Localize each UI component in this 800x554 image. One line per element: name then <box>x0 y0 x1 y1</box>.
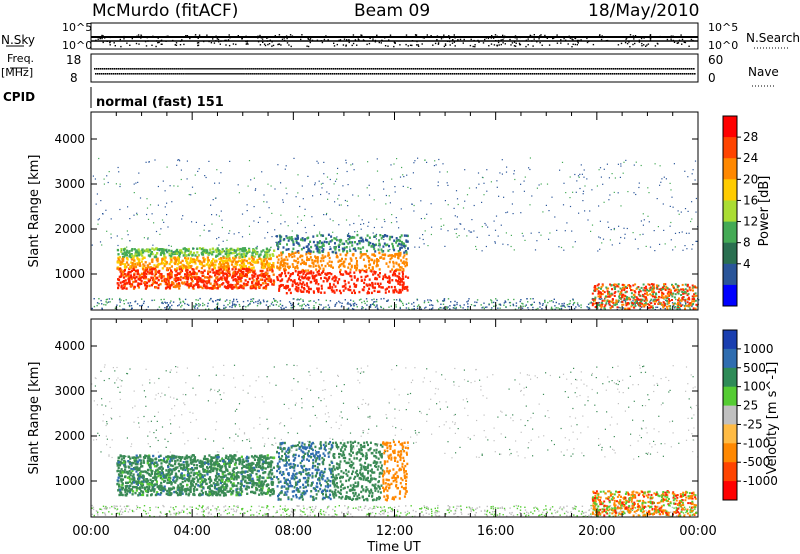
nave-tick-low: 0 <box>708 71 716 85</box>
colorbar-swatch <box>723 386 737 407</box>
nsky-label: N.Sky <box>1 33 35 47</box>
freq-label: Freq. <box>7 52 34 65</box>
colorbar-swatch <box>723 330 737 350</box>
colorbar-tick-label: 8 <box>743 236 751 250</box>
velocity-colorbar: 1000 500 100 25 -25 -100 -500 -1000 <box>722 329 778 501</box>
colorbar-tick-label: 16 <box>743 193 758 207</box>
nave-label: Nave <box>748 65 779 79</box>
date-title: 18/May/2010 <box>588 1 700 21</box>
colorbar-swatch <box>723 443 737 463</box>
velocity-ylabel: Slant Range [km] <box>27 362 42 475</box>
noise-tick-low-right: 10^0 <box>708 39 738 52</box>
ytick-label: 1000 <box>54 474 85 488</box>
colorbar-tick-label: 500 <box>743 361 766 375</box>
power-ylabel: Slant Range [km] <box>27 155 42 268</box>
station-title: McMurdo (fitACF) <box>92 1 239 21</box>
ytick-label: 1000 <box>54 267 85 281</box>
beam-title: Beam 09 <box>354 1 431 21</box>
ytick-label: 4000 <box>54 132 85 146</box>
nsearch-label: N.Search <box>746 31 800 45</box>
colorbar-tick-label: 25 <box>743 399 758 413</box>
colorbar-swatch <box>723 221 737 244</box>
freq-tick-high: 18 <box>66 53 81 67</box>
colorbar-tick-label: -100 <box>743 436 770 450</box>
colorbar-swatch <box>723 242 737 265</box>
colorbar-swatch <box>723 481 737 501</box>
colorbar-swatch <box>723 158 737 180</box>
colorbar-tick-label: 4 <box>743 257 751 271</box>
nave-tick-high: 60 <box>708 53 723 67</box>
power-panel: 1000 2000 3000 4000 Slant Range [km] 28 24 20… <box>27 111 772 311</box>
ytick-label: 2000 <box>54 222 85 236</box>
colorbar-swatch <box>723 405 737 425</box>
noise-panel: N.Sky 10^5 10^0 10^5 10^0 N.Search <box>1 21 800 52</box>
colorbar-tick-label: -500 <box>743 455 770 469</box>
freq-panel: Freq. [MHz] 18 8 60 0 Nave CPID normal (… <box>1 52 779 110</box>
ytick-label: 3000 <box>54 177 85 191</box>
colorbar-swatch <box>723 116 737 138</box>
noise-tick-high-left: 10^5 <box>62 21 92 34</box>
colorbar-swatch <box>723 284 737 307</box>
velocity-colorbar-label: Velocity [m s^-1] <box>765 362 780 475</box>
ytick-label: 4000 <box>54 339 85 353</box>
time-tick-label: 00:00 <box>72 524 109 539</box>
time-tick-label: 00:00 <box>679 524 716 539</box>
colorbar-tick-label: 20 <box>743 172 758 186</box>
cpid-label: CPID <box>3 90 35 104</box>
freq-tick-low: 8 <box>70 71 78 85</box>
time-tick-label: 08:00 <box>275 524 312 539</box>
colorbar-swatch <box>723 137 737 159</box>
velocity-panel: 1000 2000 3000 4000 Slant Range [km] 1000 50… <box>27 318 780 518</box>
noise-tick-low-left: 10^0 <box>62 39 92 52</box>
time-axis-title: Time UT <box>366 540 420 554</box>
colorbar-swatch <box>723 367 737 388</box>
freq-unit: [MHz] <box>1 66 33 79</box>
colorbar-tick-label: 100 <box>743 380 766 394</box>
colorbar-swatch <box>723 200 737 222</box>
time-tick-label: 12:00 <box>376 524 413 539</box>
time-tick-label: 16:00 <box>477 524 514 539</box>
cpid-text: normal (fast) 151 <box>96 95 224 110</box>
noise-tick-high-right: 10^5 <box>708 21 738 34</box>
time-tick-label: 04:00 <box>173 524 210 539</box>
colorbar-swatch <box>723 348 737 369</box>
power-colorbar-label: Power [dB] <box>757 176 772 247</box>
time-tick-label: 20:00 <box>578 524 615 539</box>
colorbar-swatch <box>723 263 737 286</box>
colorbar-tick-label: -25 <box>743 417 763 431</box>
ytick-label: 2000 <box>54 429 85 443</box>
power-colorbar: 28 24 20 16 12 8 4 <box>722 115 758 307</box>
colorbar-tick-label: 28 <box>743 130 758 144</box>
ytick-label: 3000 <box>54 384 85 398</box>
colorbar-swatch <box>723 424 737 444</box>
colorbar-swatch <box>723 179 737 201</box>
colorbar-tick-label: 24 <box>743 151 758 165</box>
colorbar-tick-label: 1000 <box>743 342 774 356</box>
colorbar-tick-label: 12 <box>743 215 758 229</box>
colorbar-swatch <box>723 462 737 482</box>
colorbar-tick-label: -1000 <box>743 474 778 488</box>
